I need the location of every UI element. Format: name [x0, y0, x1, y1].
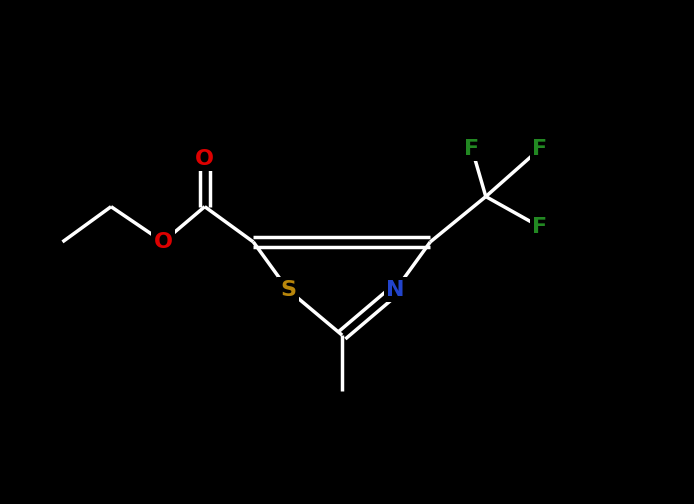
Text: O: O	[153, 232, 173, 252]
Text: N: N	[387, 280, 405, 300]
Text: S: S	[280, 280, 296, 300]
Text: F: F	[464, 139, 480, 159]
Text: F: F	[532, 139, 548, 159]
Text: O: O	[195, 149, 214, 169]
Text: F: F	[532, 217, 548, 237]
